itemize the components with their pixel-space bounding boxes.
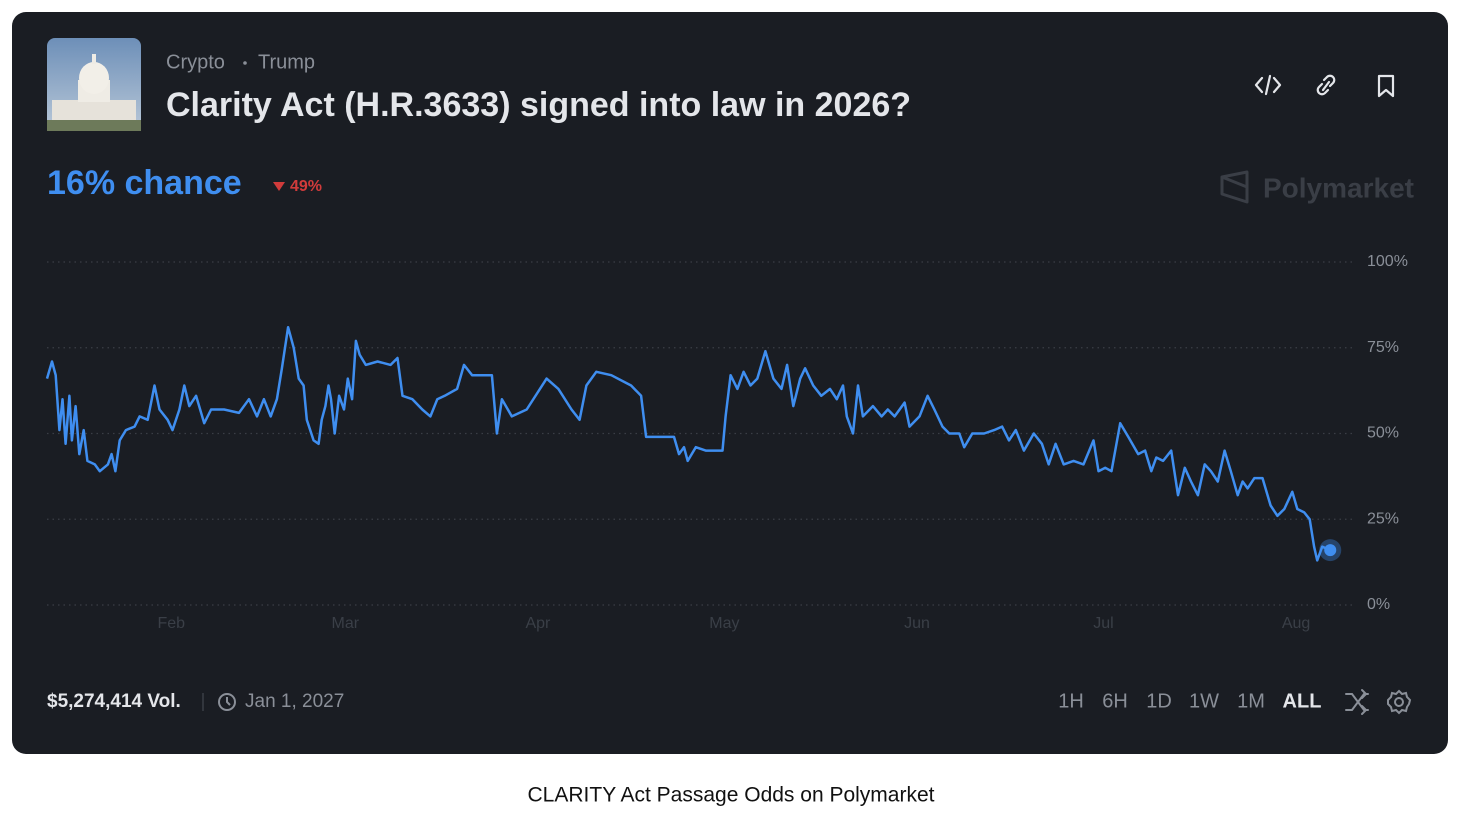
chart: 0% 25% 50% 75% 100% Feb Mar Apr May Jun Jul Aug xyxy=(45,253,1408,632)
range-selector: 1H 6H 1D 1W 1M ALL xyxy=(1058,690,1321,712)
volume: $5,274,414 Vol. xyxy=(47,691,181,712)
brand-logo xyxy=(1220,170,1249,204)
range-button[interactable]: 1W xyxy=(1189,690,1219,712)
y-tick-label: 100% xyxy=(1367,253,1408,270)
tag[interactable]: Trump xyxy=(258,51,315,73)
end-date: Jan 1, 2027 xyxy=(245,691,344,712)
y-tick-label: 50% xyxy=(1367,425,1399,442)
range-button[interactable]: ALL xyxy=(1283,690,1322,712)
link-icon[interactable] xyxy=(1316,74,1336,96)
y-tick-label: 0% xyxy=(1367,596,1390,613)
shuffle-icon[interactable] xyxy=(1345,689,1369,715)
settings-icon[interactable] xyxy=(1387,689,1412,715)
caption: CLARITY Act Passage Odds on Polymarket xyxy=(528,784,935,807)
chance-change: 49% xyxy=(290,178,322,195)
embed-icon[interactable] xyxy=(1254,74,1282,96)
clock-icon xyxy=(218,693,236,711)
x-tick-label: Jul xyxy=(1093,615,1113,632)
market-image xyxy=(47,38,141,131)
y-tick-label: 75% xyxy=(1367,339,1399,356)
range-button[interactable]: 1H xyxy=(1058,690,1084,712)
range-button[interactable]: 6H xyxy=(1102,690,1128,712)
tag[interactable]: Crypto xyxy=(166,51,225,73)
brand-name: Polymarket xyxy=(1263,172,1414,203)
x-tick-label: May xyxy=(709,615,739,632)
price-line xyxy=(45,325,1331,562)
bookmark-icon[interactable] xyxy=(1377,74,1395,98)
chance-value: 16% chance xyxy=(47,164,242,202)
separator-dot xyxy=(243,61,247,65)
current-point xyxy=(1324,544,1337,557)
market-title: Clarity Act (H.R.3633) signed into law i… xyxy=(166,86,911,124)
x-tick-label: Aug xyxy=(1282,615,1310,632)
range-button[interactable]: 1M xyxy=(1237,690,1265,712)
down-arrow xyxy=(273,182,285,191)
x-tick-label: Jun xyxy=(904,615,930,632)
x-tick-label: Mar xyxy=(332,615,360,632)
y-tick-label: 25% xyxy=(1367,510,1399,527)
x-tick-label: Apr xyxy=(525,615,551,632)
x-tick-label: Feb xyxy=(157,615,185,632)
range-button[interactable]: 1D xyxy=(1146,690,1172,712)
